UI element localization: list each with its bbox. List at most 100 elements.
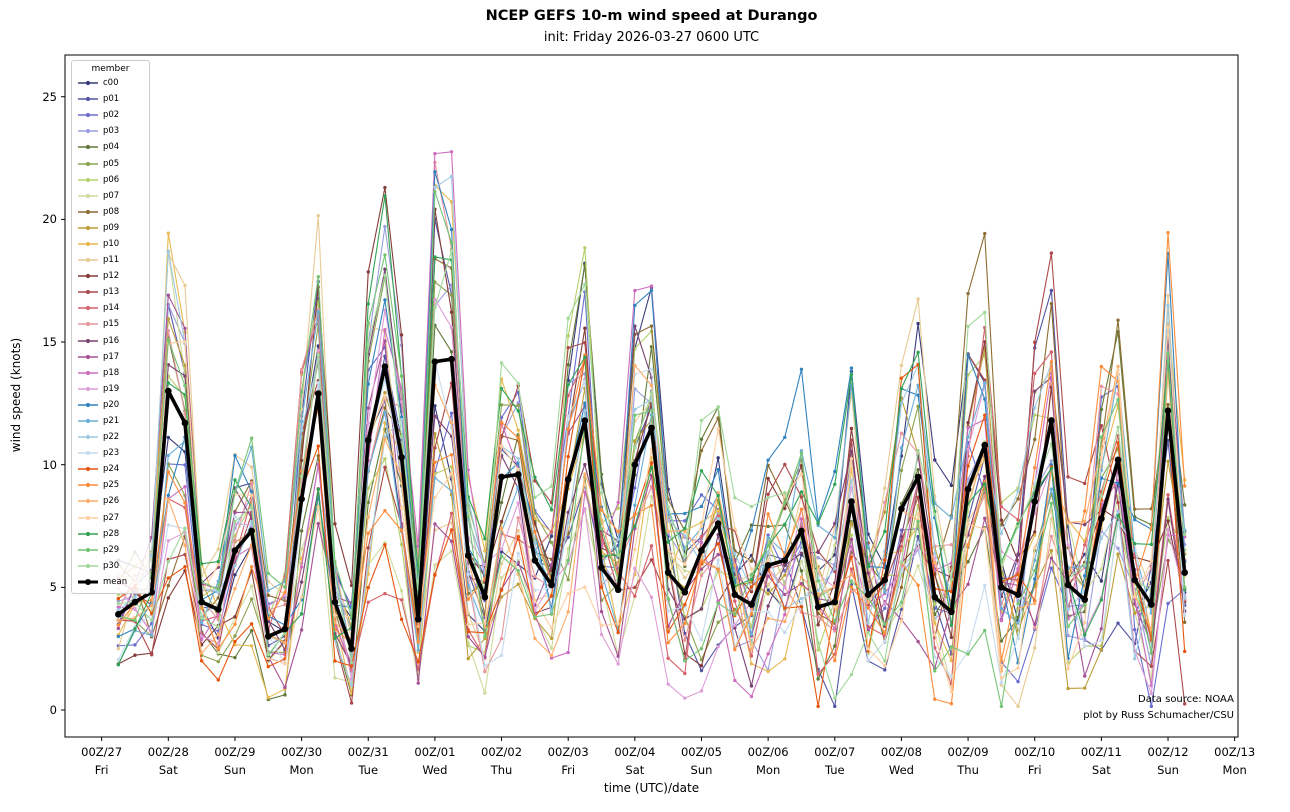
- legend-item-p26: p26: [77, 493, 144, 509]
- legend-item-p03: p03: [77, 123, 144, 139]
- legend-label: p06: [103, 174, 120, 185]
- legend-swatch-icon: [78, 113, 98, 118]
- legend-swatch-icon: [78, 467, 98, 472]
- legend-label: p23: [103, 448, 120, 459]
- legend-label: p27: [103, 512, 120, 523]
- legend-item-p04: p04: [77, 139, 144, 155]
- y-tick-label: 10: [42, 457, 57, 472]
- legend-swatch-icon: [78, 531, 98, 536]
- legend-label: p22: [103, 432, 120, 443]
- legend-item-p19: p19: [77, 381, 144, 397]
- legend-label: p19: [103, 383, 120, 394]
- legend-label: p14: [103, 303, 120, 314]
- x-tick-label: 00Z/06 Mon: [747, 745, 789, 777]
- legend-label: p03: [103, 126, 120, 137]
- y-tick-label: 0: [49, 703, 57, 717]
- legend-label: c00: [103, 78, 119, 89]
- legend-item-p12: p12: [77, 268, 144, 284]
- legend-swatch-icon: [78, 578, 98, 585]
- legend-item-p23: p23: [77, 445, 144, 461]
- legend-swatch-icon: [78, 290, 98, 295]
- legend-item-p16: p16: [77, 333, 144, 349]
- legend-item-p08: p08: [77, 204, 144, 220]
- legend-label: p25: [103, 480, 120, 491]
- legend-label: p10: [103, 238, 120, 249]
- x-tick-label: 00Z/02 Thu: [481, 745, 523, 777]
- legend-label: p18: [103, 367, 120, 378]
- legend-label: p07: [103, 190, 120, 201]
- legend-swatch-icon: [78, 225, 98, 230]
- legend-swatch-icon: [78, 322, 98, 327]
- legend-label: p16: [103, 335, 120, 346]
- x-tick-label: 00Z/01 Wed: [414, 745, 456, 777]
- legend-swatch-icon: [78, 402, 98, 408]
- x-tick-label: 00Z/31 Tue: [347, 745, 389, 777]
- legend-label: mean: [103, 576, 128, 587]
- x-tick-label: 00Z/05 Sun: [680, 745, 722, 777]
- legend-swatch-icon: [78, 499, 98, 504]
- legend-swatch-icon: [78, 193, 98, 198]
- x-tick-label: 00Z/10 Fri: [1014, 745, 1056, 777]
- legend-label: p08: [103, 206, 120, 217]
- legend-label: p05: [103, 158, 120, 169]
- legend-swatch-icon: [78, 547, 98, 552]
- y-tick-label: 20: [42, 212, 57, 227]
- x-tick-label: 00Z/30 Mon: [281, 745, 323, 777]
- y-tick-label: 15: [42, 335, 57, 350]
- x-tick-label: 00Z/13 Mon: [1214, 745, 1256, 777]
- y-tick-label: 25: [42, 89, 57, 104]
- legend-label: p12: [103, 271, 120, 282]
- legend-label: p09: [103, 222, 120, 233]
- legend-item-p13: p13: [77, 284, 144, 300]
- legend-item-p30: p30: [77, 558, 144, 574]
- chart-title: NCEP GEFS 10-m wind speed at Durango: [485, 8, 818, 24]
- x-tick-label: 00Z/11 Sat: [1080, 745, 1122, 777]
- x-tick-label: 00Z/03 Fri: [547, 745, 589, 777]
- legend-label: p29: [103, 544, 120, 555]
- legend-item-p20: p20: [77, 397, 144, 413]
- legend-item-p22: p22: [77, 429, 144, 445]
- legend-swatch-icon: [78, 515, 98, 520]
- legend-label: p24: [103, 464, 120, 475]
- legend-label: p17: [103, 351, 120, 362]
- legend-label: p01: [103, 94, 120, 105]
- legend-item-p15: p15: [77, 316, 144, 332]
- legend-label: p28: [103, 528, 120, 539]
- x-tick-label: 00Z/08 Wed: [880, 745, 922, 777]
- x-tick-label: 00Z/28 Sat: [147, 745, 189, 777]
- x-tick-label: 00Z/04 Sat: [614, 745, 656, 777]
- legend-swatch-icon: [78, 80, 98, 86]
- legend-swatch-icon: [78, 257, 98, 263]
- plot-credit-note: plot by Russ Schumacher/CSU: [1083, 710, 1234, 721]
- chart-subtitle: init: Friday 2026-03-27 0600 UTC: [543, 30, 760, 45]
- legend-item-p05: p05: [77, 155, 144, 171]
- legend-swatch-icon: [78, 241, 98, 247]
- legend-items: c00 p01 p02 p03 p04 p05 p06 p07 p08 p09 p10 p11 p12 p…: [77, 75, 144, 590]
- legend-item-p01: p01: [77, 91, 144, 107]
- legend-item-p06: p06: [77, 172, 144, 188]
- legend-label: p30: [103, 560, 120, 571]
- legend-item-mean: mean: [77, 574, 144, 590]
- legend-label: p26: [103, 496, 120, 507]
- legend-item-p14: p14: [77, 300, 144, 316]
- legend: member c00 p01 p02 p03 p04 p05 p06 p07 p08 p09 p10…: [71, 60, 150, 594]
- legend-swatch-icon: [78, 483, 98, 488]
- legend-item-p29: p29: [77, 542, 144, 558]
- legend-item-p09: p09: [77, 220, 144, 236]
- legend-item-p18: p18: [77, 365, 144, 381]
- x-tick-label: 00Z/27 Fri: [81, 745, 123, 777]
- legend-item-p28: p28: [77, 526, 144, 542]
- legend-swatch-icon: [78, 354, 98, 359]
- legend-label: p15: [103, 319, 120, 330]
- data-source-note: Data source: NOAA: [1138, 694, 1234, 705]
- x-tick-label: 00Z/09 Thu: [947, 745, 989, 777]
- legend-swatch-icon: [78, 177, 98, 182]
- legend-label: p13: [103, 287, 120, 298]
- legend-swatch-icon: [78, 306, 98, 311]
- legend-label: p21: [103, 416, 120, 427]
- legend-swatch-icon: [78, 274, 98, 279]
- x-tick-label: 00Z/29 Sun: [214, 745, 256, 777]
- legend-item-p11: p11: [77, 252, 144, 268]
- x-axis-label: time (UTC)/date: [603, 781, 700, 795]
